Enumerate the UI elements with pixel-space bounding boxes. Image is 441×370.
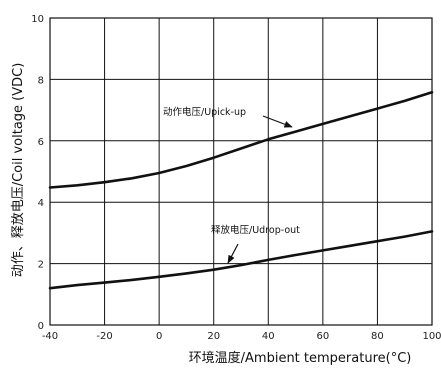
series-line-pick-up: [48, 91, 434, 189]
y-tick-label: 6: [38, 137, 44, 148]
x-tick-label: 0: [156, 331, 162, 342]
annotation-label-drop-out: 释放电压/Udrop-out: [211, 224, 300, 236]
x-tick-label: 40: [262, 331, 275, 342]
y-tick-label: 2: [38, 260, 44, 271]
x-tick-label: 60: [316, 331, 329, 342]
series-line-drop-out: [48, 230, 434, 290]
x-tick-label: -20: [96, 331, 112, 342]
annotation-arrow: [227, 243, 239, 264]
annotation-label-pick-up: 动作电压/Upick-up: [163, 106, 246, 118]
y-tick-label: 8: [38, 75, 44, 86]
annotations: 动作电压/Upick-up 释放电压/Udrop-out: [163, 106, 300, 264]
y-axis-label: 动作、释放电压/Coil voltage (VDC): [11, 63, 26, 278]
tick-labels: -40 -20 0 20 40 60 80 100 0 2 4 6 8 10: [31, 14, 441, 342]
y-tick-label: 10: [31, 14, 44, 25]
y-tick-label: 0: [38, 321, 44, 332]
x-tick-label: 20: [207, 331, 220, 342]
x-tick-label: -40: [42, 331, 58, 342]
plot-frame: [49, 17, 433, 326]
x-tick-label: 100: [422, 331, 441, 342]
x-tick-label: 80: [371, 331, 384, 342]
y-tick-label: 4: [38, 198, 44, 209]
annotation-arrow: [262, 115, 293, 128]
series-lines: [48, 91, 434, 290]
grid: [49, 17, 433, 326]
x-axis-label: 环境温度/Ambient temperature(°C): [189, 350, 412, 366]
